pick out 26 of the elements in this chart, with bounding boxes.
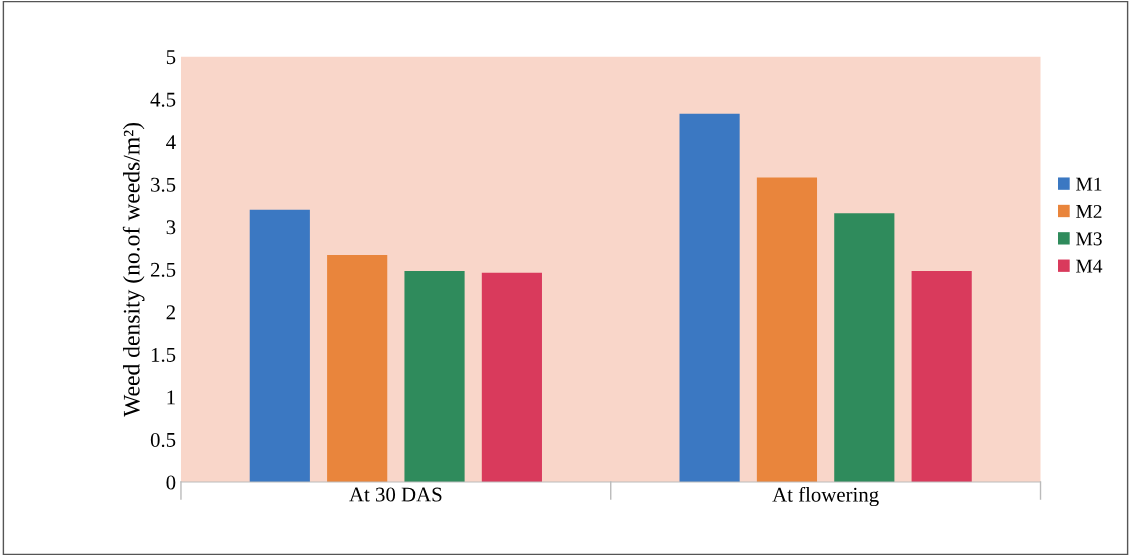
bar: [481, 272, 542, 483]
y-tick-label: 3.5: [151, 177, 176, 192]
y-tick-label: 3: [166, 220, 176, 235]
bar: [327, 254, 388, 483]
bar: [679, 113, 740, 483]
bar: [249, 209, 310, 483]
bar: [404, 271, 465, 483]
bar: [756, 177, 818, 483]
y-tick-label: 4.5: [150, 92, 176, 107]
y-tick-label: 5: [166, 50, 176, 65]
y-tick-label: 2.5: [150, 262, 176, 277]
x-tick-label: At flowering: [772, 486, 879, 507]
y-axis-title: Weed density (no.of weeds/m²): [122, 122, 145, 417]
legend-label: M3: [1076, 232, 1102, 246]
y-tick-label: 0.5: [150, 432, 176, 448]
bar: [911, 271, 972, 483]
y-tick-label: 0: [166, 475, 176, 490]
y-tick-label: 1: [167, 390, 175, 405]
legend-label: M1: [1076, 177, 1102, 191]
bar: [834, 213, 895, 483]
x-tick-label: At 30 DAS: [349, 487, 442, 502]
legend-label: M4: [1076, 259, 1103, 273]
y-tick-label: 2: [166, 305, 175, 320]
y-tick-label: 4: [166, 135, 176, 150]
y-tick-label: 1.5: [151, 347, 176, 362]
legend-label: M2: [1076, 204, 1102, 218]
